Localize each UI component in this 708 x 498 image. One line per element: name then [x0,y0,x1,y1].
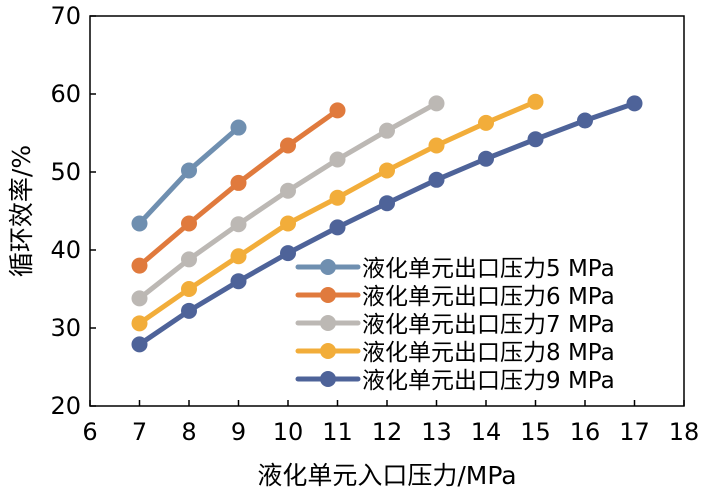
data-point [181,162,197,179]
x-tick-label: 12 [372,418,403,446]
y-tick-label: 70 [50,2,81,30]
data-point [428,171,445,188]
series-4 [131,93,544,332]
data-point [131,336,148,353]
x-tick-label: 15 [520,418,551,446]
data-point [230,273,247,290]
legend-marker [320,343,336,359]
legend-marker [320,371,336,387]
data-point [181,281,197,297]
data-point [181,302,197,319]
legend-item: 液化单元出口压力6 MPa [295,284,615,310]
y-tick-label: 60 [50,80,81,108]
data-point [379,162,395,179]
x-tick-label: 6 [82,418,97,446]
data-point [131,257,148,274]
data-point [478,114,494,131]
series-3 [131,95,445,307]
series-group [131,93,643,353]
x-axis-title: 液化单元入口压力/MPa [257,461,516,490]
data-point [131,315,148,332]
data-point [230,248,247,265]
data-point [131,290,148,307]
y-axis-title: 循环效率/% [7,145,36,277]
legend-label: 液化单元出口压力5 MPa [362,256,615,282]
data-point [428,137,445,154]
data-point [379,122,395,139]
data-point [527,93,544,110]
legend-marker [320,287,336,303]
data-point [379,195,395,212]
x-tick-label: 17 [619,418,650,446]
data-point [230,216,247,233]
y-tick-label: 30 [50,314,81,342]
x-tick-label: 14 [471,418,502,446]
x-tick-label: 8 [181,418,196,446]
x-tick-label: 18 [669,418,700,446]
legend-label: 液化单元出口压力9 MPa [362,368,615,394]
legend-item: 液化单元出口压力9 MPa [295,368,615,394]
data-point [131,215,148,232]
data-point [577,112,593,129]
legend-marker [320,259,336,275]
legend-item: 液化单元出口压力8 MPa [295,340,615,366]
data-point [527,131,544,148]
data-point [626,95,643,112]
y-tick-label: 40 [50,236,81,264]
legend-label: 液化单元出口压力6 MPa [362,284,615,310]
x-tick-label: 10 [273,418,304,446]
legend-label: 液化单元出口压力7 MPa [362,312,615,338]
data-point [280,245,296,262]
series-1 [131,119,247,232]
data-point [230,119,247,136]
x-tick-label: 16 [570,418,601,446]
legend-marker [320,315,336,331]
legend-label: 液化单元出口压力8 MPa [362,340,615,366]
x-tick-label: 11 [322,418,353,446]
legend-item: 液化单元出口压力7 MPa [295,312,615,338]
data-point [329,219,346,236]
y-tick-label: 20 [50,392,81,420]
x-tick-label: 7 [132,418,147,446]
series-5 [131,95,643,353]
series-2 [131,102,346,274]
data-point [280,137,296,154]
data-point [478,150,494,167]
y-tick-label: 50 [50,158,81,186]
data-point [280,182,296,199]
data-point [181,215,197,232]
data-point [230,174,247,191]
legend-item: 液化单元出口压力5 MPa [295,256,615,282]
data-point [329,102,346,119]
data-point [329,189,346,206]
x-tick-label: 9 [231,418,246,446]
data-point [428,95,445,112]
data-point [280,215,296,232]
data-point [329,151,346,168]
x-tick-label: 13 [421,418,452,446]
data-point [181,251,197,268]
axes: 6 7 8 9 10 11 12 13 14 15 16 17 18 20 30 40 50 60 70 [50,2,699,446]
